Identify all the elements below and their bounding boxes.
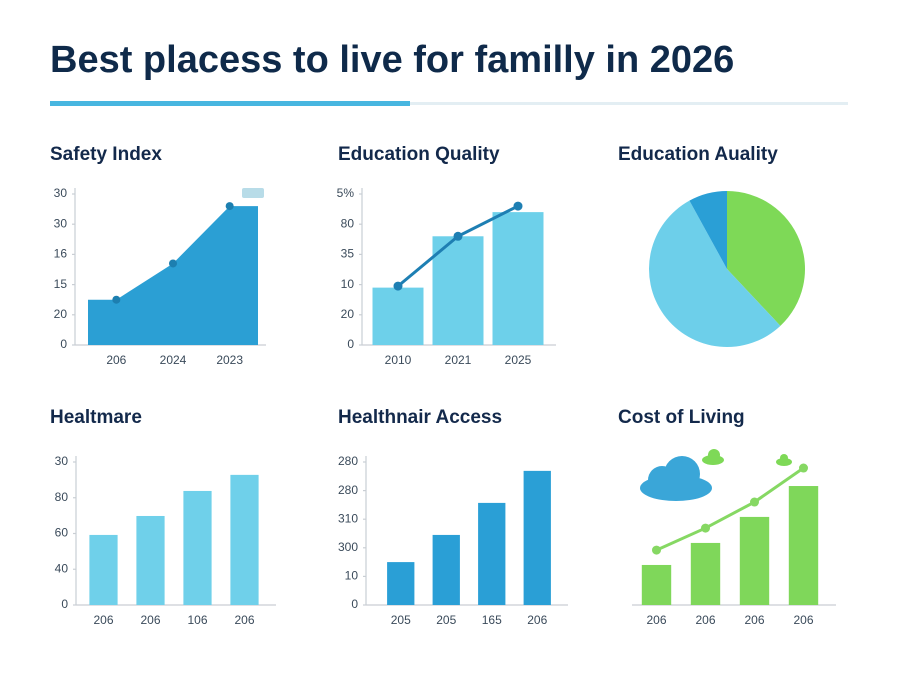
x-tick-label: 206 <box>646 613 666 627</box>
bar <box>230 474 259 605</box>
y-tick-label: 10 <box>345 569 359 583</box>
bar <box>739 516 770 605</box>
x-tick-label: 206 <box>140 613 160 627</box>
marker <box>225 202 234 211</box>
y-tick-label: 10 <box>341 277 355 291</box>
y-tick-label: 80 <box>341 216 355 230</box>
y-tick-label: 0 <box>60 337 67 351</box>
pie-slice <box>649 200 781 347</box>
x-tick-label: 205 <box>436 613 456 627</box>
marker <box>799 463 808 473</box>
bar <box>788 486 819 605</box>
pie-slice <box>689 191 727 269</box>
y-tick-label: 0 <box>351 597 358 611</box>
cloud-icon <box>702 449 792 466</box>
marker <box>169 259 177 268</box>
panel-title: Healthnair Access <box>338 407 502 428</box>
x-tick-label: 2024 <box>160 353 187 367</box>
y-tick-label: 20 <box>341 307 355 321</box>
y-tick-label: 30 <box>54 216 68 230</box>
x-tick-label: 205 <box>391 613 411 627</box>
bar <box>492 212 544 345</box>
cloud-icon <box>640 456 712 501</box>
y-tick-label: 30 <box>54 186 68 200</box>
panel-title: Cost of Living <box>618 407 745 428</box>
pie-slice <box>727 191 805 326</box>
y-tick-label: 300 <box>338 540 358 554</box>
panel-title: Education Auality <box>618 144 778 165</box>
bar <box>387 562 415 605</box>
x-tick-label: 206 <box>695 613 715 627</box>
x-tick-label: 206 <box>527 613 547 627</box>
marker <box>393 281 403 291</box>
x-tick-label: 2010 <box>385 353 412 367</box>
title-underline <box>50 101 410 106</box>
x-tick-label: 165 <box>482 613 502 627</box>
y-tick-label: 0 <box>61 597 68 611</box>
title-underline-rest <box>410 102 848 105</box>
y-tick-label: 5% <box>337 186 355 200</box>
y-tick-label: 30 <box>55 454 69 468</box>
bar <box>183 490 212 605</box>
bar <box>89 534 118 605</box>
bar <box>432 534 460 605</box>
x-tick-label: 206 <box>106 353 126 367</box>
bar <box>523 470 551 605</box>
bar <box>641 564 672 605</box>
y-tick-label: 0 <box>347 337 354 351</box>
line <box>655 466 805 552</box>
x-tick-label: 2025 <box>505 353 532 367</box>
marker <box>513 201 523 211</box>
y-tick-label: 60 <box>55 526 69 540</box>
x-tick-label: 2021 <box>445 353 472 367</box>
marker <box>453 231 463 241</box>
bar <box>432 236 484 345</box>
y-tick-label: 35 <box>341 247 355 261</box>
x-tick-label: 206 <box>744 613 764 627</box>
x-tick-label: 206 <box>793 613 813 627</box>
x-tick-label: 106 <box>187 613 207 627</box>
y-tick-label: 15 <box>54 277 68 291</box>
bar <box>690 542 721 605</box>
marker <box>652 545 661 555</box>
bar <box>478 502 506 605</box>
legend-icon <box>242 188 264 198</box>
bar <box>372 287 424 345</box>
marker <box>701 523 710 533</box>
y-tick-label: 20 <box>54 307 68 321</box>
x-tick-label: 206 <box>93 613 113 627</box>
y-tick-label: 280 <box>338 483 358 497</box>
x-tick-label: 206 <box>234 613 254 627</box>
y-tick-label: 40 <box>55 561 69 575</box>
bar <box>136 515 165 605</box>
marker <box>112 295 121 304</box>
y-tick-label: 280 <box>338 454 358 468</box>
x-tick-label: 2023 <box>216 353 243 367</box>
panel-title: Healtmare <box>50 407 142 428</box>
y-tick-label: 310 <box>338 511 358 525</box>
y-tick-label: 16 <box>54 247 68 261</box>
marker <box>750 497 759 507</box>
panel-title: Education Quality <box>338 144 500 165</box>
area <box>88 206 258 345</box>
y-tick-label: 80 <box>55 490 69 504</box>
panel-title: Safety Index <box>50 144 162 165</box>
page-title: Best placess to live for familly in 2026 <box>50 39 734 81</box>
